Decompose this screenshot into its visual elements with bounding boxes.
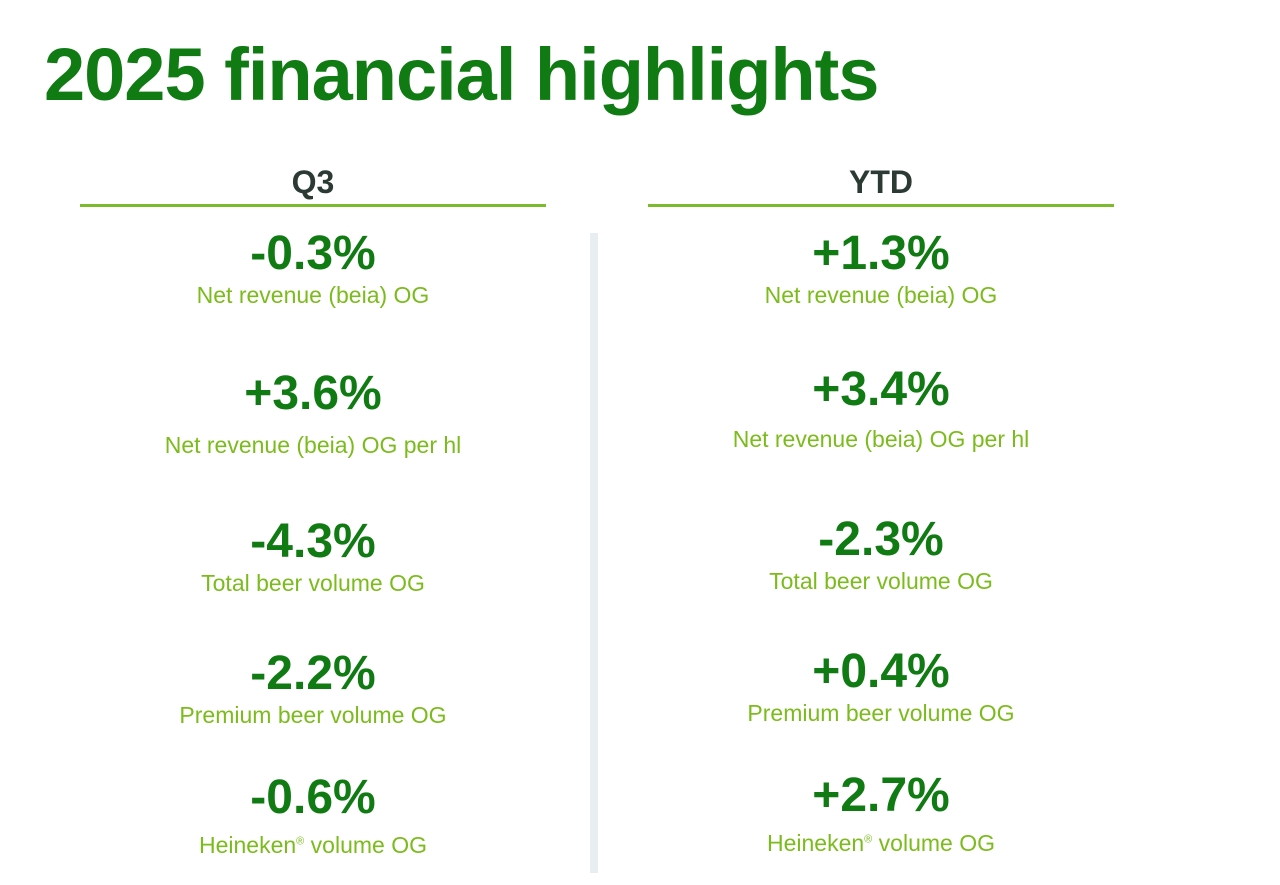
page-title: 2025 financial highlights (44, 33, 879, 116)
q3-premium-beer-volume-metric: -2.2% Premium beer volume OG (80, 648, 546, 730)
registered-mark: ® (864, 833, 873, 846)
q3-heineken-volume-metric: -0.6% Heineken® volume OG (80, 772, 546, 860)
ytd-column: YTD +1.3% Net revenue (beia) OG +3.4% Ne… (648, 160, 1114, 856)
label-rest: volume OG (304, 832, 427, 858)
brand-name: Heineken (766, 830, 865, 856)
metric-label: Total beer volume OG (769, 568, 993, 594)
ytd-net-revenue-per-hl-metric: +3.4% Net revenue (beia) OG per hl (648, 364, 1114, 454)
metric-label: Net revenue (beia) OG (196, 282, 430, 308)
metric-value: -2.3% (818, 513, 944, 566)
metric-value: +3.6% (244, 367, 382, 420)
metric-label: Net revenue (beia) OG (764, 282, 998, 308)
metric-value: +1.3% (812, 227, 950, 280)
q3-column-heading: Q3 (80, 160, 546, 207)
q3-total-beer-volume-metric: -4.3% Total beer volume OG (80, 516, 546, 598)
ytd-premium-beer-volume-metric: +0.4% Premium beer volume OG (648, 646, 1114, 728)
metric-label: Heineken® volume OG (648, 828, 1114, 858)
metric-label: Net revenue (beia) OG per hl (732, 426, 1030, 452)
metric-value: -0.3% (250, 227, 376, 280)
q3-net-revenue-metric: -0.3% Net revenue (beia) OG (80, 228, 546, 310)
label-rest: volume OG (872, 830, 995, 856)
metric-label: Premium beer volume OG (747, 700, 1015, 726)
ytd-net-revenue-metric: +1.3% Net revenue (beia) OG (648, 228, 1114, 310)
metric-label: Heineken® volume OG (80, 830, 546, 860)
q3-net-revenue-per-hl-metric: +3.6% Net revenue (beia) OG per hl (80, 368, 546, 460)
q3-column: Q3 -0.3% Net revenue (beia) OG +3.6% Net… (80, 160, 546, 858)
metric-label: Total beer volume OG (201, 570, 425, 596)
metric-value: -4.3% (250, 515, 376, 568)
metric-value: +2.7% (812, 769, 950, 822)
ytd-total-beer-volume-metric: -2.3% Total beer volume OG (648, 514, 1114, 596)
metric-label: Premium beer volume OG (179, 702, 447, 728)
metric-value: -0.6% (250, 771, 376, 824)
registered-mark: ® (296, 835, 305, 848)
metric-value: +0.4% (812, 645, 950, 698)
metric-value: +3.4% (812, 363, 950, 416)
ytd-heineken-volume-metric: +2.7% Heineken® volume OG (648, 770, 1114, 858)
metric-value: -2.2% (250, 647, 376, 700)
metric-label: Net revenue (beia) OG per hl (164, 432, 462, 458)
ytd-column-heading: YTD (648, 160, 1114, 207)
brand-name: Heineken (198, 832, 297, 858)
column-divider (590, 233, 598, 873)
